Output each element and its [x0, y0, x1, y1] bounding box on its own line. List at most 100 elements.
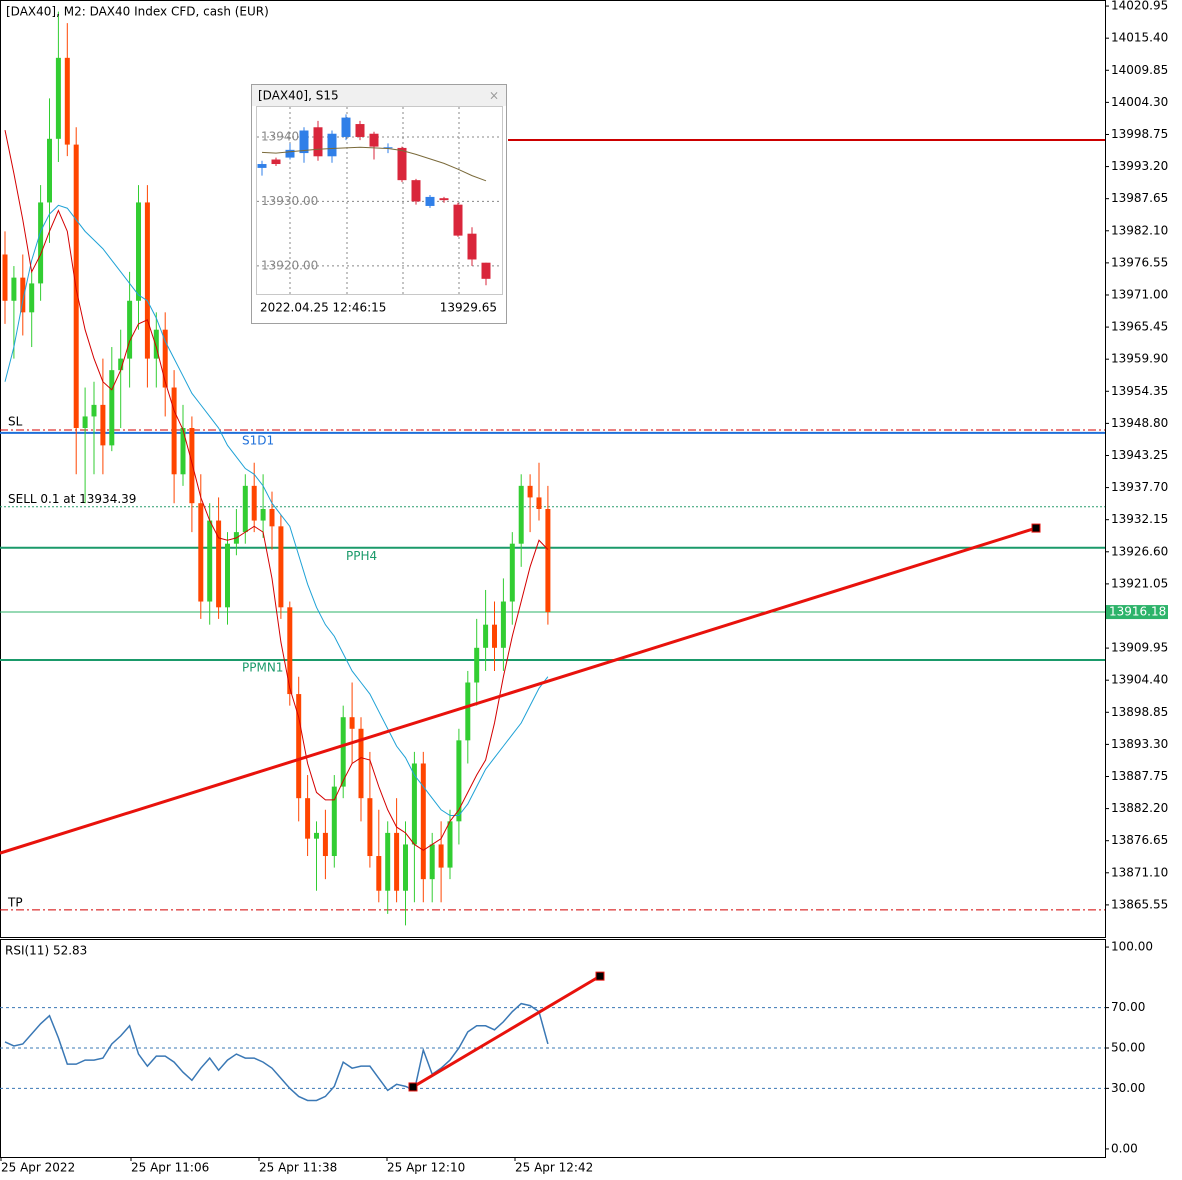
inset-tick-label: 13920.00: [261, 258, 318, 272]
y-tick-label: 13971.00: [1111, 287, 1168, 301]
trendline: [0, 526, 1037, 855]
candle-body: [269, 508, 275, 527]
y-tick-label: 13943.25: [1111, 448, 1168, 462]
inset-plot: [256, 106, 503, 295]
rsi-tick-label: 70.00: [1111, 1000, 1145, 1014]
candle-body: [322, 832, 328, 857]
current-price-box: [1106, 605, 1168, 620]
candle-body: [11, 277, 17, 301]
y-tick-label: 13926.60: [1111, 544, 1168, 558]
rsi-frame: [0, 939, 1106, 1158]
candle-body: [465, 682, 471, 741]
inset-ma: [261, 146, 487, 182]
rsi-trendline-handle: [595, 971, 605, 981]
y-tick-label: 13921.05: [1111, 576, 1168, 590]
candle-body: [153, 329, 159, 359]
rsi-title: RSI(11) 52.83: [5, 944, 87, 958]
inset-titlebar: [252, 85, 506, 106]
candle-body: [216, 520, 222, 608]
candle-body: [447, 821, 453, 868]
candle-body: [509, 543, 515, 602]
y-tick-label: 14015.40: [1111, 31, 1168, 45]
y-tick-label: 13904.40: [1111, 673, 1168, 687]
candle-body: [397, 147, 407, 181]
candle-body: [394, 832, 400, 891]
candle-body: [296, 694, 302, 799]
close-button[interactable]: ×: [489, 89, 499, 103]
candle-body: [429, 844, 435, 880]
candle-body: [474, 647, 480, 683]
level-label: SL: [8, 415, 23, 429]
candle-body: [127, 300, 133, 359]
rsi-trendline: [412, 974, 601, 1089]
inset-time: 2022.04.25 12:46:15: [260, 301, 386, 315]
y-tick-label: 13865.55: [1111, 897, 1168, 911]
y-tick-label: 13887.75: [1111, 769, 1168, 783]
y-tick-label: 13893.30: [1111, 737, 1168, 751]
x-tick-label: 25 Apr 11:06: [131, 1161, 209, 1175]
chart-title: [DAX40], M2: DAX40 Index CFD, cash (EUR): [6, 5, 269, 19]
x-tick-label: 25 Apr 12:42: [515, 1161, 593, 1175]
candle-body: [492, 624, 497, 648]
y-tick-label: 13998.75: [1111, 127, 1168, 141]
candle-body: [453, 204, 463, 236]
level-label: TP: [7, 895, 23, 909]
candle-body: [369, 133, 379, 147]
y-tick-label: 13948.80: [1111, 416, 1168, 430]
ma-slow: [4, 204, 549, 817]
rsi-tick-label: 0.00: [1111, 1141, 1138, 1155]
candle-body: [358, 728, 364, 799]
inset-price: 13929.65: [440, 301, 497, 315]
candle-body: [411, 180, 421, 202]
rsi-tick-label: 30.00: [1111, 1081, 1145, 1095]
candle-body: [225, 543, 230, 608]
candle-body: [438, 844, 444, 868]
candle-body: [20, 277, 26, 313]
candle-body: [64, 57, 70, 145]
trendline-handle: [1031, 523, 1041, 533]
candle-body: [340, 717, 346, 787]
y-tick-label: 13876.65: [1111, 833, 1168, 847]
candle-body: [403, 844, 408, 891]
main-frame: [0, 0, 1106, 938]
candle-body: [207, 520, 213, 602]
level-label: SELL 0.1 at 13934.39: [8, 492, 136, 506]
candle-body: [481, 262, 491, 279]
candle-body: [456, 740, 462, 822]
candle-body: [467, 233, 477, 260]
y-tick-label: 13987.65: [1111, 191, 1168, 205]
candle-body: [251, 485, 257, 521]
level-label: PPMN1: [242, 660, 283, 674]
candle-body: [411, 763, 417, 845]
candle-body: [341, 117, 351, 137]
y-tick-label: 14020.95: [1111, 0, 1168, 13]
inset-tick-label: 13940: [261, 129, 299, 143]
y-tick-label: 13959.90: [1111, 352, 1168, 366]
rsi-tick-label: 100.00: [1111, 940, 1153, 954]
y-tick-label: 13982.10: [1111, 223, 1168, 237]
candle-body: [100, 404, 106, 446]
inset-title: [DAX40], S15: [258, 89, 339, 103]
candle-body: [2, 254, 8, 301]
inset-window: [DAX40], S15 × 2022.04.25 12:46:15 13929…: [251, 84, 507, 324]
candle-body: [527, 485, 533, 498]
candle-body: [180, 428, 186, 475]
candle-body: [536, 497, 542, 509]
y-tick-label: 13993.20: [1111, 159, 1168, 173]
candle-body: [109, 370, 115, 446]
candle-body: [55, 57, 61, 139]
candle-body: [144, 202, 150, 359]
candle-body: [420, 763, 426, 880]
candle-body: [171, 387, 177, 475]
candle-body: [500, 601, 506, 648]
candle-body: [287, 607, 293, 695]
y-tick-label: 13932.15: [1111, 512, 1168, 526]
y-tick-label: 13898.85: [1111, 705, 1168, 719]
candle-body: [383, 147, 393, 149]
y-tick-label: 13954.35: [1111, 384, 1168, 398]
y-tick-label: 14009.85: [1111, 63, 1168, 77]
candle-body: [439, 198, 449, 201]
inset-tick-label: 13930.00: [261, 194, 318, 208]
y-tick-label: 13909.95: [1111, 641, 1168, 655]
candle-body: [82, 416, 88, 429]
